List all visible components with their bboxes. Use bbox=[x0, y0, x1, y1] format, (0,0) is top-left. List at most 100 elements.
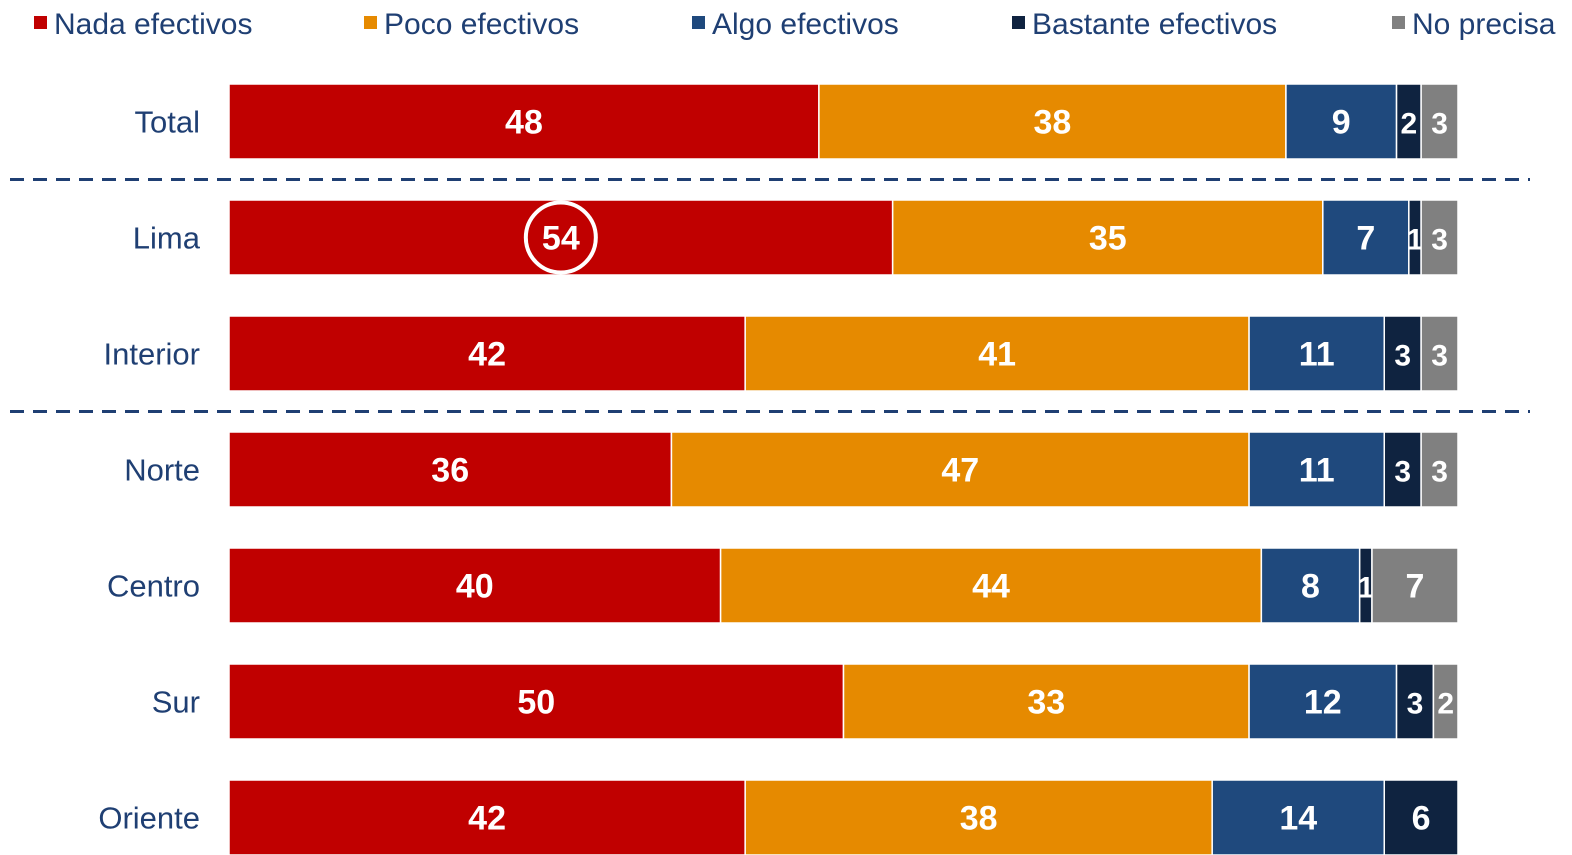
legend-label: Poco efectivos bbox=[384, 8, 579, 41]
data-label-norte-bastante-efectivos: 3 bbox=[1394, 456, 1411, 489]
bar-segment-total-algo-efectivos bbox=[1285, 83, 1398, 160]
data-label-interior-bastante-efectivos: 3 bbox=[1394, 340, 1411, 373]
data-label-sur-algo-efectivos: 12 bbox=[1304, 684, 1342, 722]
bar-segment-norte-bastante-efectivos bbox=[1383, 431, 1422, 508]
bar-segment-sur-bastante-efectivos bbox=[1395, 663, 1435, 740]
highlight-circle bbox=[523, 200, 598, 275]
data-label-total-nada-efectivos: 48 bbox=[505, 104, 543, 142]
data-label-lima-bastante-efectivos: 1 bbox=[1407, 224, 1424, 257]
data-label-norte-no-precisa: 3 bbox=[1431, 456, 1448, 489]
legend-item-poco-efectivos: Poco efectivos bbox=[364, 8, 579, 41]
data-label-oriente-poco-efectivos: 38 bbox=[960, 800, 998, 838]
data-label-interior-no-precisa: 3 bbox=[1431, 340, 1448, 373]
bar-segment-centro-nada-efectivos bbox=[228, 547, 722, 624]
bar-segment-interior-bastante-efectivos bbox=[1383, 315, 1422, 392]
bar-row-oriente: 42 38 14 6 bbox=[228, 779, 1459, 855]
bar-segment-lima-no-precisa bbox=[1420, 199, 1459, 276]
legend-label: Nada efectivos bbox=[54, 8, 252, 41]
data-label-lima-no-precisa: 3 bbox=[1431, 224, 1448, 257]
bar-segment-centro-poco-efectivos bbox=[719, 547, 1263, 624]
bar-segment-interior-poco-efectivos bbox=[744, 315, 1250, 392]
data-label-sur-bastante-efectivos: 3 bbox=[1407, 688, 1424, 721]
bar-segment-oriente-bastante-efectivos bbox=[1383, 779, 1459, 855]
bar-segment-norte-nada-efectivos bbox=[228, 431, 673, 508]
category-label-centro: Centro bbox=[107, 569, 200, 604]
category-label-total: Total bbox=[135, 105, 200, 140]
legend-swatch bbox=[364, 16, 377, 29]
legend-item-no-precisa: No precisa bbox=[1392, 8, 1556, 41]
data-label-lima-algo-efectivos: 7 bbox=[1356, 220, 1375, 258]
bar-segment-total-bastante-efectivos bbox=[1395, 83, 1422, 160]
data-label-interior-poco-efectivos: 41 bbox=[978, 336, 1016, 374]
data-label-interior-nada-efectivos: 42 bbox=[468, 336, 506, 374]
bar-row-sur: 50 33 12 3 2 bbox=[228, 663, 1459, 740]
bar-segment-centro-no-precisa bbox=[1371, 547, 1459, 624]
data-label-total-poco-efectivos: 38 bbox=[1034, 104, 1072, 142]
category-label-interior: Interior bbox=[104, 337, 200, 372]
legend-label: Bastante efectivos bbox=[1032, 8, 1277, 41]
data-label-total-bastante-efectivos: 2 bbox=[1400, 108, 1417, 141]
bar-row-interior: 42 41 11 3 3 bbox=[228, 315, 1459, 392]
bar-segment-sur-nada-efectivos bbox=[228, 663, 845, 740]
legend-swatch bbox=[1392, 16, 1405, 29]
bar-segment-sur-algo-efectivos bbox=[1248, 663, 1398, 740]
category-label-sur: Sur bbox=[152, 685, 200, 720]
category-label-norte: Norte bbox=[124, 453, 200, 488]
legend-swatch bbox=[1012, 16, 1025, 29]
data-label-total-algo-efectivos: 9 bbox=[1332, 104, 1351, 142]
bar-segment-norte-no-precisa bbox=[1420, 431, 1459, 508]
bar-segment-oriente-nada-efectivos bbox=[228, 779, 746, 855]
data-label-oriente-nada-efectivos: 42 bbox=[468, 800, 506, 838]
legend-item-algo-efectivos: Algo efectivos bbox=[692, 8, 899, 41]
legend-label: Algo efectivos bbox=[712, 8, 899, 41]
bar-segment-total-no-precisa bbox=[1420, 83, 1459, 160]
category-label-oriente: Oriente bbox=[98, 801, 200, 836]
data-label-sur-poco-efectivos: 33 bbox=[1027, 684, 1065, 722]
bar-segment-oriente-poco-efectivos bbox=[744, 779, 1213, 855]
data-label-total-no-precisa: 3 bbox=[1431, 108, 1448, 141]
bar-segment-sur-no-precisa bbox=[1432, 663, 1459, 740]
bar-segment-oriente-algo-efectivos bbox=[1211, 779, 1386, 855]
data-label-sur-no-precisa: 2 bbox=[1437, 688, 1454, 721]
data-label-lima-nada-efectivos: 54 bbox=[542, 220, 580, 258]
data-label-lima-poco-efectivos: 35 bbox=[1089, 220, 1127, 258]
bar-segment-norte-poco-efectivos bbox=[670, 431, 1250, 508]
bar-segment-total-nada-efectivos bbox=[228, 83, 820, 160]
legend-swatch bbox=[692, 16, 705, 29]
data-label-norte-nada-efectivos: 36 bbox=[431, 452, 469, 490]
bar-segment-norte-algo-efectivos bbox=[1248, 431, 1386, 508]
bar-segment-sur-poco-efectivos bbox=[842, 663, 1250, 740]
bar-row-norte: 36 47 11 3 3 bbox=[228, 431, 1459, 508]
bar-segment-centro-algo-efectivos bbox=[1260, 547, 1361, 624]
bar-row-centro: 40 44 8 1 7 bbox=[228, 547, 1459, 624]
data-label-oriente-algo-efectivos: 14 bbox=[1279, 800, 1317, 838]
bar-row-lima: 54 35 7 1 3 bbox=[228, 199, 1459, 276]
data-label-centro-nada-efectivos: 40 bbox=[456, 568, 494, 606]
bar-row-total: 48 38 9 2 3 bbox=[228, 83, 1459, 160]
bar-segment-interior-algo-efectivos bbox=[1248, 315, 1386, 392]
legend-swatch bbox=[34, 16, 47, 29]
legend: Nada efectivos Poco efectivos Algo efectiv… bbox=[34, 8, 1556, 41]
bar-segment-lima-algo-efectivos bbox=[1322, 199, 1410, 276]
bar-segment-interior-no-precisa bbox=[1420, 315, 1459, 392]
data-label-centro-algo-efectivos: 8 bbox=[1301, 568, 1320, 606]
data-label-sur-nada-efectivos: 50 bbox=[517, 684, 555, 722]
category-label-lima: Lima bbox=[133, 221, 201, 256]
data-label-centro-bastante-efectivos: 1 bbox=[1357, 572, 1374, 605]
group-separators bbox=[10, 178, 1530, 413]
legend-item-nada-efectivos: Nada efectivos bbox=[34, 8, 252, 41]
data-label-centro-poco-efectivos: 44 bbox=[972, 568, 1010, 606]
data-label-norte-algo-efectivos: 11 bbox=[1299, 452, 1335, 490]
legend-label: No precisa bbox=[1412, 8, 1556, 41]
bars: 48 38 9 2 354 35 7 1 342 41 11 3 336 47 11 3 340 44 8 1 750 3… bbox=[228, 83, 1459, 855]
bar-segment-total-poco-efectivos bbox=[818, 83, 1287, 160]
data-label-norte-poco-efectivos: 47 bbox=[941, 452, 979, 490]
legend-item-bastante-efectivos: Bastante efectivos bbox=[1012, 8, 1277, 41]
data-label-oriente-bastante-efectivos: 6 bbox=[1412, 800, 1431, 838]
data-label-centro-no-precisa: 7 bbox=[1406, 568, 1425, 606]
data-label-interior-algo-efectivos: 11 bbox=[1299, 336, 1335, 374]
bar-segment-lima-nada-efectivos bbox=[228, 199, 894, 276]
bar-segment-lima-poco-efectivos bbox=[891, 199, 1324, 276]
category-labels: Total Lima Interior Norte Centro Sur Oriente bbox=[98, 105, 200, 836]
